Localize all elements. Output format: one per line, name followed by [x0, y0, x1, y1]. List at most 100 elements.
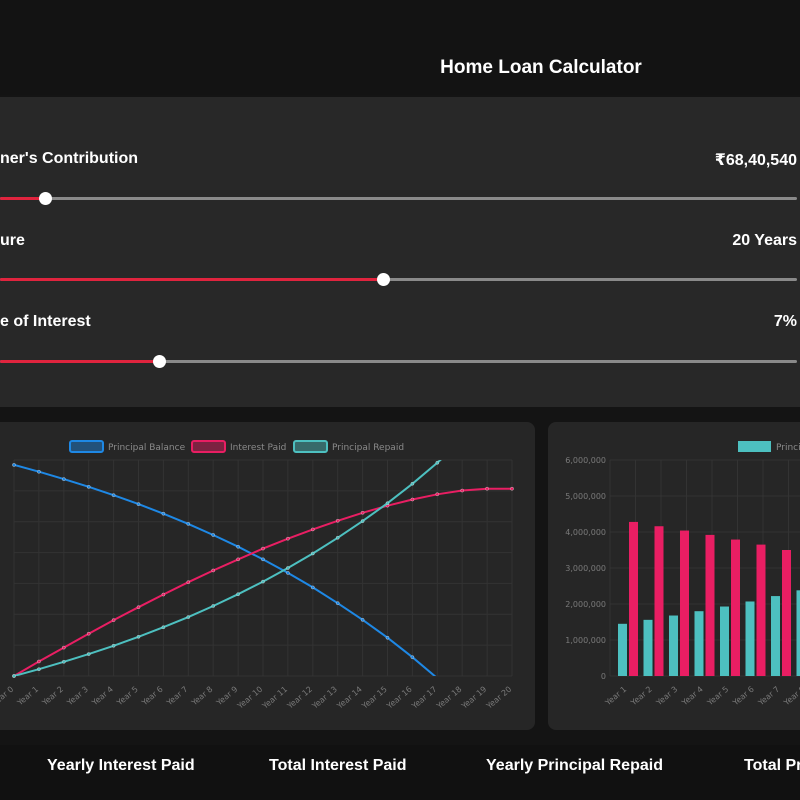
x-tick-label: Year 2	[40, 685, 65, 708]
x-tick-label: Year 7	[164, 685, 189, 708]
series-point	[310, 551, 315, 556]
series-point	[335, 518, 340, 523]
series-point	[261, 579, 265, 584]
interest-rate-label: e of Interest	[0, 313, 91, 330]
bar	[720, 606, 729, 676]
bar	[745, 601, 755, 676]
x-tick-label: Year 16	[384, 685, 413, 712]
contribution-value: ₹68,40,540	[714, 152, 797, 169]
x-tick-label: Year 15	[360, 685, 389, 712]
series-point	[385, 501, 390, 505]
series-point	[236, 592, 240, 597]
x-tick-label: Year 11	[260, 685, 289, 712]
line-chart: Year 0 Year 1 Year 2 Year 3 Year 4 Year 5 Year…	[0, 440, 514, 712]
bar	[680, 530, 689, 676]
x-tick-label: Year 12	[285, 685, 314, 712]
series-point	[136, 605, 141, 609]
x-tick-label: Year 14	[335, 685, 364, 712]
yearly-principal-repaid-label[interactable]: Yearly Principal Repaid	[486, 757, 663, 774]
x-tick-label: Year 2	[628, 685, 653, 708]
bar	[618, 623, 627, 676]
legend-label: Interest Paid	[230, 443, 286, 453]
total-interest-paid-label[interactable]: Total Interest Paid	[269, 757, 407, 774]
x-tick-label: Year 3	[654, 685, 679, 708]
x-tick-label: Year 17	[409, 685, 438, 712]
series-point	[261, 546, 265, 551]
total-principal-label[interactable]: Total Pri	[744, 757, 800, 774]
series-point	[161, 511, 166, 516]
y-tick-label: 1,000,000	[565, 636, 606, 645]
series-point	[62, 660, 66, 664]
contribution-label: ner's Contribution	[0, 150, 139, 167]
series-point	[211, 568, 215, 573]
page-title: Home Loan Calculator	[440, 57, 642, 78]
series-point	[236, 557, 240, 562]
x-tick-label: Year 3	[65, 685, 90, 708]
x-tick-label: Year 13	[310, 685, 339, 712]
x-tick-label: Year 5	[114, 685, 139, 708]
series-point	[111, 618, 116, 622]
series-point	[186, 615, 191, 619]
series-point	[236, 544, 240, 549]
series-point	[86, 485, 91, 489]
summary-bar	[0, 745, 800, 800]
series-point	[211, 604, 215, 608]
tenure-slider-thumb[interactable]	[376, 273, 390, 286]
series-point	[310, 585, 315, 590]
series-point	[37, 469, 41, 474]
series-point	[111, 493, 116, 497]
series-point	[62, 645, 66, 650]
interest-rate-value: 7%	[773, 313, 797, 330]
series-point	[111, 643, 116, 648]
bar	[669, 615, 678, 676]
series-point	[286, 566, 290, 570]
x-tick-label: Year 5	[705, 685, 730, 708]
series-point	[37, 667, 41, 672]
bar	[654, 526, 664, 676]
x-tick-label: Year 6	[730, 685, 755, 708]
tenure-value: 20 Years	[732, 232, 797, 249]
series-point	[335, 601, 340, 605]
x-tick-label: Year 20	[484, 685, 513, 712]
series-point	[286, 571, 290, 575]
series-point	[485, 486, 489, 491]
series-point	[286, 536, 290, 541]
bar	[694, 611, 704, 676]
series-point	[360, 510, 365, 515]
series-point	[186, 522, 191, 526]
legend-label: Principal Balance	[108, 443, 186, 453]
series-point	[12, 463, 16, 467]
interest-rate-slider-thumb[interactable]	[153, 355, 167, 368]
bar-chart: 0 1,000,000 2,000,000 3,000,000 4,000,000 5,0…	[565, 441, 800, 708]
series-point	[435, 460, 440, 465]
series-point	[460, 488, 465, 493]
series-point	[161, 625, 166, 630]
series-point	[310, 527, 315, 532]
contribution-slider[interactable]	[0, 192, 797, 205]
bar	[771, 596, 780, 676]
interest-rate-slider[interactable]	[0, 355, 797, 368]
tenure-label: ure	[0, 232, 25, 249]
loan-controls-panel: ner's Contribution ₹68,40,540 ure 20 Yea…	[0, 97, 800, 407]
x-tick-label: Year 4	[90, 685, 115, 708]
x-tick-label: Year 8	[189, 685, 214, 708]
y-tick-label: 5,000,000	[565, 492, 606, 501]
x-tick-label: Year 4	[679, 685, 704, 708]
series-point	[86, 631, 91, 636]
series-point	[186, 580, 191, 584]
x-tick-label: Year 1	[603, 685, 628, 708]
legend-label: Princi	[776, 443, 800, 453]
series-point	[261, 557, 265, 562]
legend-label: Principal Repaid	[332, 443, 404, 453]
series-point	[410, 655, 415, 659]
series-point	[510, 486, 514, 491]
top-bar	[0, 0, 800, 95]
tenure-slider[interactable]	[0, 273, 797, 286]
series-point	[360, 618, 365, 622]
bar	[705, 534, 715, 676]
series-point	[335, 535, 340, 540]
bar-chart-panel: 0 1,000,000 2,000,000 3,000,000 4,000,000 5,0…	[548, 422, 800, 730]
yearly-interest-paid-label[interactable]: Yearly Interest Paid	[47, 757, 195, 774]
y-tick-label: 2,000,000	[565, 600, 606, 609]
contribution-slider-thumb[interactable]	[39, 192, 53, 205]
